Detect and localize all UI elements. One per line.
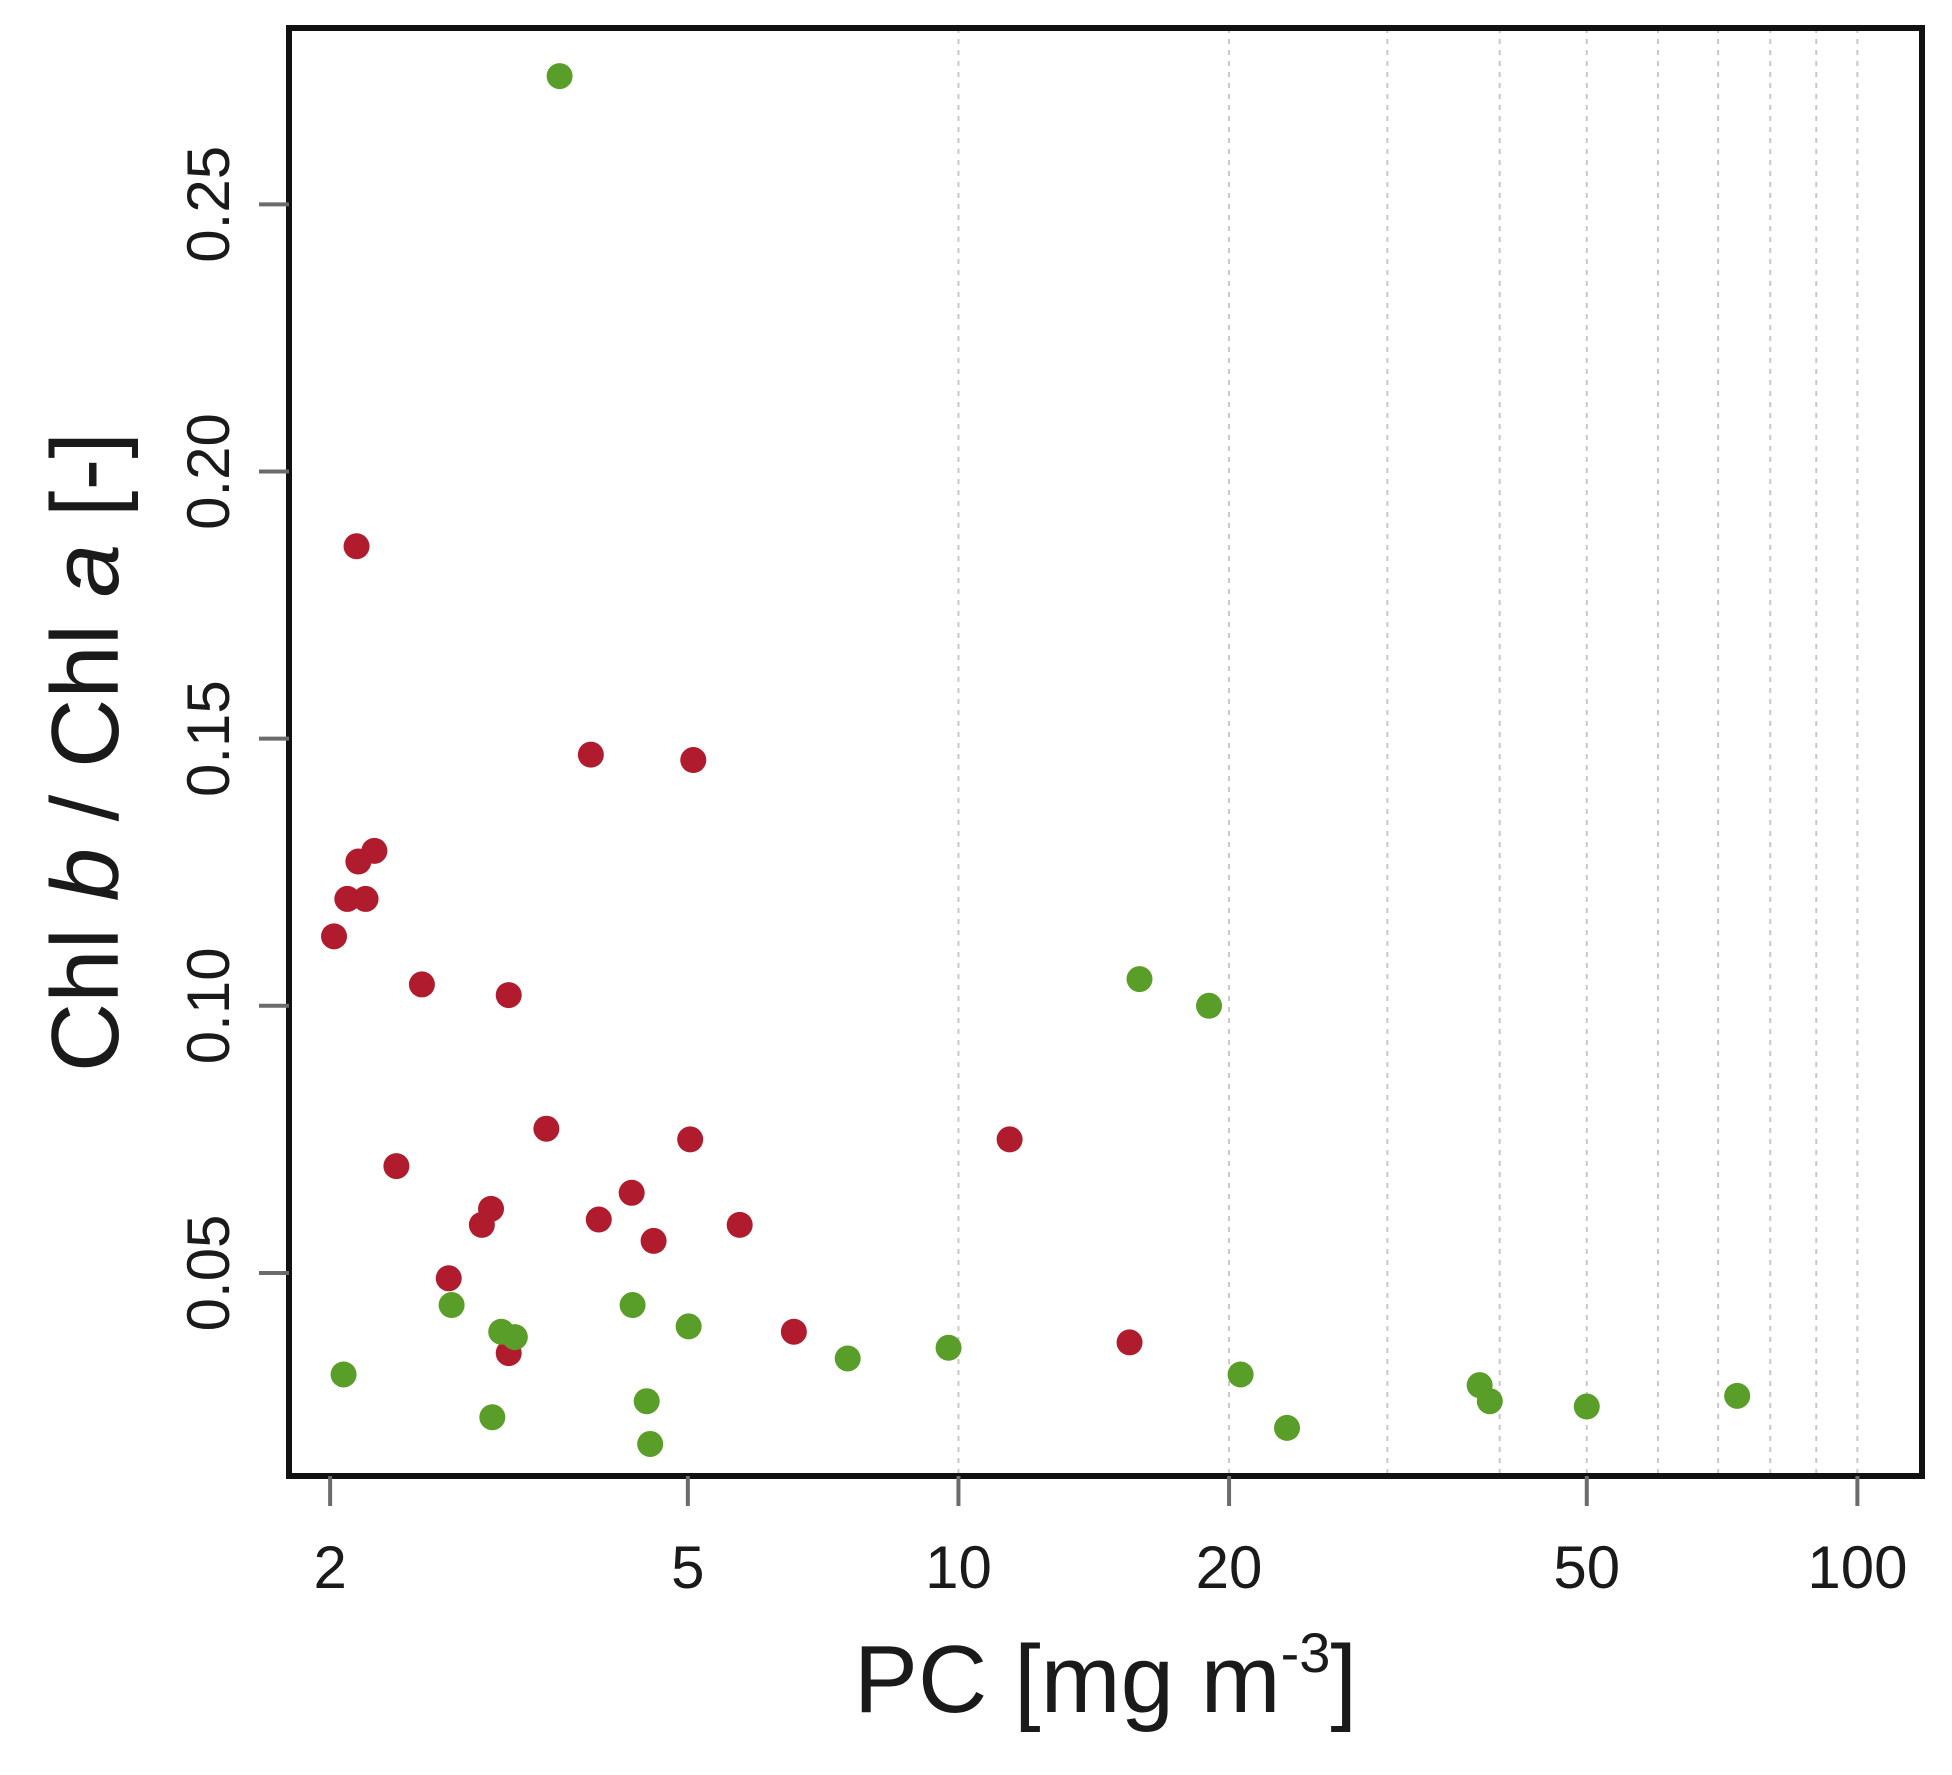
data-points — [321, 63, 1751, 1457]
point-green — [1227, 1361, 1254, 1388]
y-axis-title-part: Chl — [32, 901, 139, 1072]
y-axis: 0.05 0.10 0.15 0.20 0.25 — [175, 146, 289, 1331]
point-red — [383, 1153, 410, 1180]
point-green — [1126, 966, 1153, 993]
y-axis-title-part: b — [32, 848, 139, 901]
point-green — [637, 1430, 664, 1457]
y-axis-title-part: a — [32, 544, 139, 597]
point-green — [330, 1361, 357, 1388]
x-tick-label: 5 — [671, 1534, 704, 1601]
x-tick-label: 2 — [313, 1534, 346, 1601]
point-green — [834, 1345, 861, 1372]
y-axis-title-part: / Chl — [32, 597, 139, 848]
point-red — [585, 1206, 612, 1233]
point-red — [352, 885, 379, 912]
y-tick-label: 0.10 — [175, 947, 242, 1064]
y-tick-label: 0.25 — [175, 146, 242, 263]
point-red — [321, 923, 348, 950]
point-red — [996, 1126, 1023, 1153]
x-tick-label: 100 — [1807, 1534, 1907, 1601]
point-green — [479, 1404, 506, 1431]
point-red — [618, 1179, 645, 1206]
point-red — [361, 837, 388, 864]
point-red — [680, 747, 707, 774]
x-tick-label: 50 — [1553, 1534, 1620, 1601]
x-axis: 2 5 10 20 50 100 — [313, 1476, 1907, 1601]
x-tick-label: 20 — [1196, 1534, 1263, 1601]
point-green — [619, 1292, 646, 1319]
point-green — [501, 1324, 528, 1351]
point-red — [677, 1126, 704, 1153]
x-axis-title-superscript: -3 — [1281, 1621, 1331, 1684]
y-tick-label: 0.20 — [175, 413, 242, 530]
x-axis-title-close: ] — [1330, 1626, 1357, 1733]
point-red — [726, 1211, 753, 1238]
point-green — [1476, 1388, 1503, 1415]
x-axis-title: PC [mg m-3] — [854, 1621, 1357, 1733]
plot-frame — [286, 25, 1925, 1479]
point-green — [1274, 1414, 1301, 1441]
x-axis-title-base: PC [mg m — [854, 1626, 1281, 1733]
point-red — [408, 971, 435, 998]
point-red — [435, 1265, 462, 1292]
x-tick-label: 10 — [925, 1534, 992, 1601]
point-red — [780, 1318, 807, 1345]
y-tick-label: 0.05 — [175, 1215, 242, 1332]
y-axis-title-part: [-] — [32, 432, 139, 544]
point-red — [478, 1195, 505, 1222]
point-green — [546, 63, 573, 90]
point-red — [577, 741, 604, 768]
point-green — [935, 1334, 962, 1361]
y-tick-label: 0.15 — [175, 680, 242, 797]
point-green — [1573, 1393, 1600, 1420]
point-green — [1724, 1382, 1751, 1409]
point-red — [640, 1227, 667, 1254]
point-green — [1196, 992, 1223, 1019]
point-red — [533, 1115, 560, 1142]
point-green — [675, 1313, 702, 1340]
point-green — [438, 1292, 465, 1319]
y-axis-title: Chl b / Chl a [-] — [32, 432, 139, 1072]
point-green — [633, 1388, 660, 1415]
point-red — [1116, 1329, 1143, 1356]
point-red — [495, 982, 522, 1009]
point-red — [343, 533, 370, 560]
point-red — [334, 885, 361, 912]
